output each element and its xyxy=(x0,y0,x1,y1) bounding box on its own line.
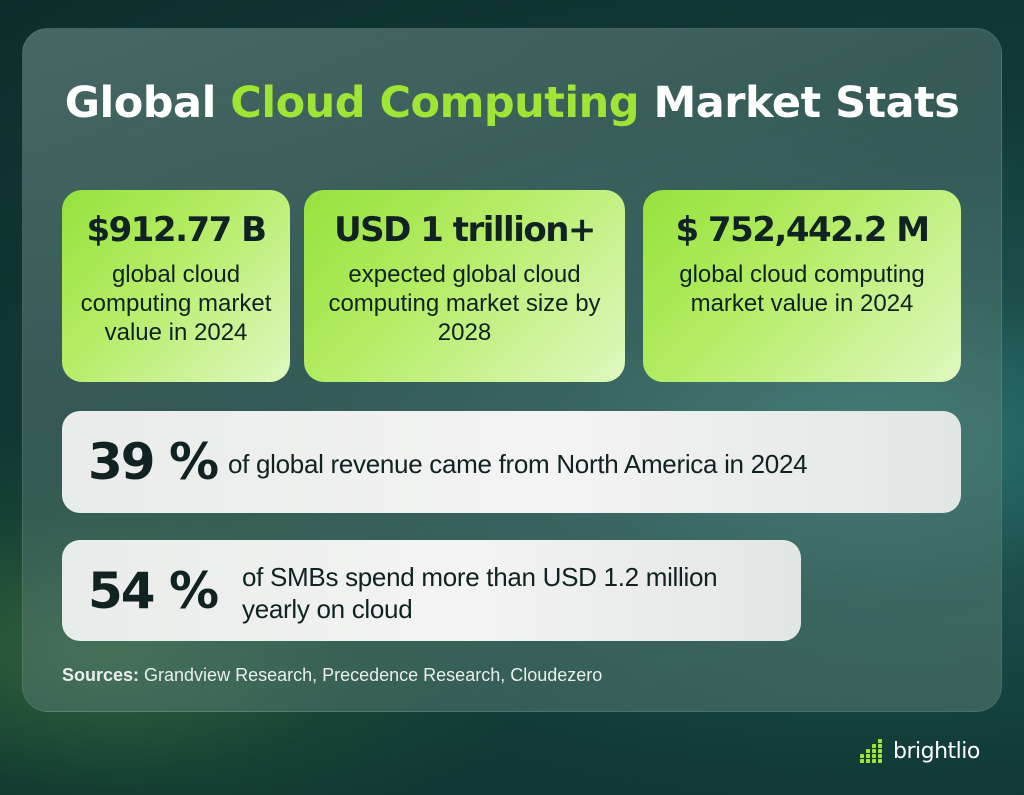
stat-bar-north-america: 39 % of global revenue came from North A… xyxy=(62,411,961,513)
stat-card-description: global cloud computing market value in 2… xyxy=(679,261,925,317)
sources-text: Grandview Research, Precedence Research,… xyxy=(139,665,603,685)
title-accent: Cloud Computing xyxy=(230,78,639,128)
stat-card-value: $ 752,442.2 M xyxy=(675,210,930,250)
page-title: Global Cloud Computing Market Stats xyxy=(0,78,1024,128)
title-part-1: Global xyxy=(64,78,231,128)
brand-name: brightlio xyxy=(893,738,980,764)
stat-bar-description: of SMBs spend more than USD 1.2 million … xyxy=(242,562,718,624)
stat-card-market-value-b: $912.77 B global cloud computing market … xyxy=(62,190,290,382)
stat-card-value: $912.77 B xyxy=(86,210,267,250)
title-part-2: Market Stats xyxy=(638,78,960,128)
sources-note: Sources: Grandview Research, Precedence … xyxy=(62,665,602,686)
brightlio-dots-logo-icon xyxy=(860,739,882,763)
stat-card-market-value-m: $ 752,442.2 M global cloud computing mar… xyxy=(643,190,961,382)
stat-card-market-size-2028: USD 1 trillion+ expected global cloud co… xyxy=(304,190,625,382)
stat-bar-description: of global revenue came from North Americ… xyxy=(228,449,808,479)
stat-card-description: expected global cloud computing market s… xyxy=(328,261,601,346)
stat-bar-value: 39 % xyxy=(88,433,219,491)
brand-logo: brightlio xyxy=(860,736,980,766)
stat-card-value: USD 1 trillion+ xyxy=(334,210,596,250)
stat-bar-smb-spend: 54 % of SMBs spend more than USD 1.2 mil… xyxy=(62,540,801,641)
stat-card-description: global cloud computing market value in 2… xyxy=(80,261,272,346)
sources-label: Sources: xyxy=(62,665,140,685)
stat-bar-value: 54 % xyxy=(88,562,219,620)
